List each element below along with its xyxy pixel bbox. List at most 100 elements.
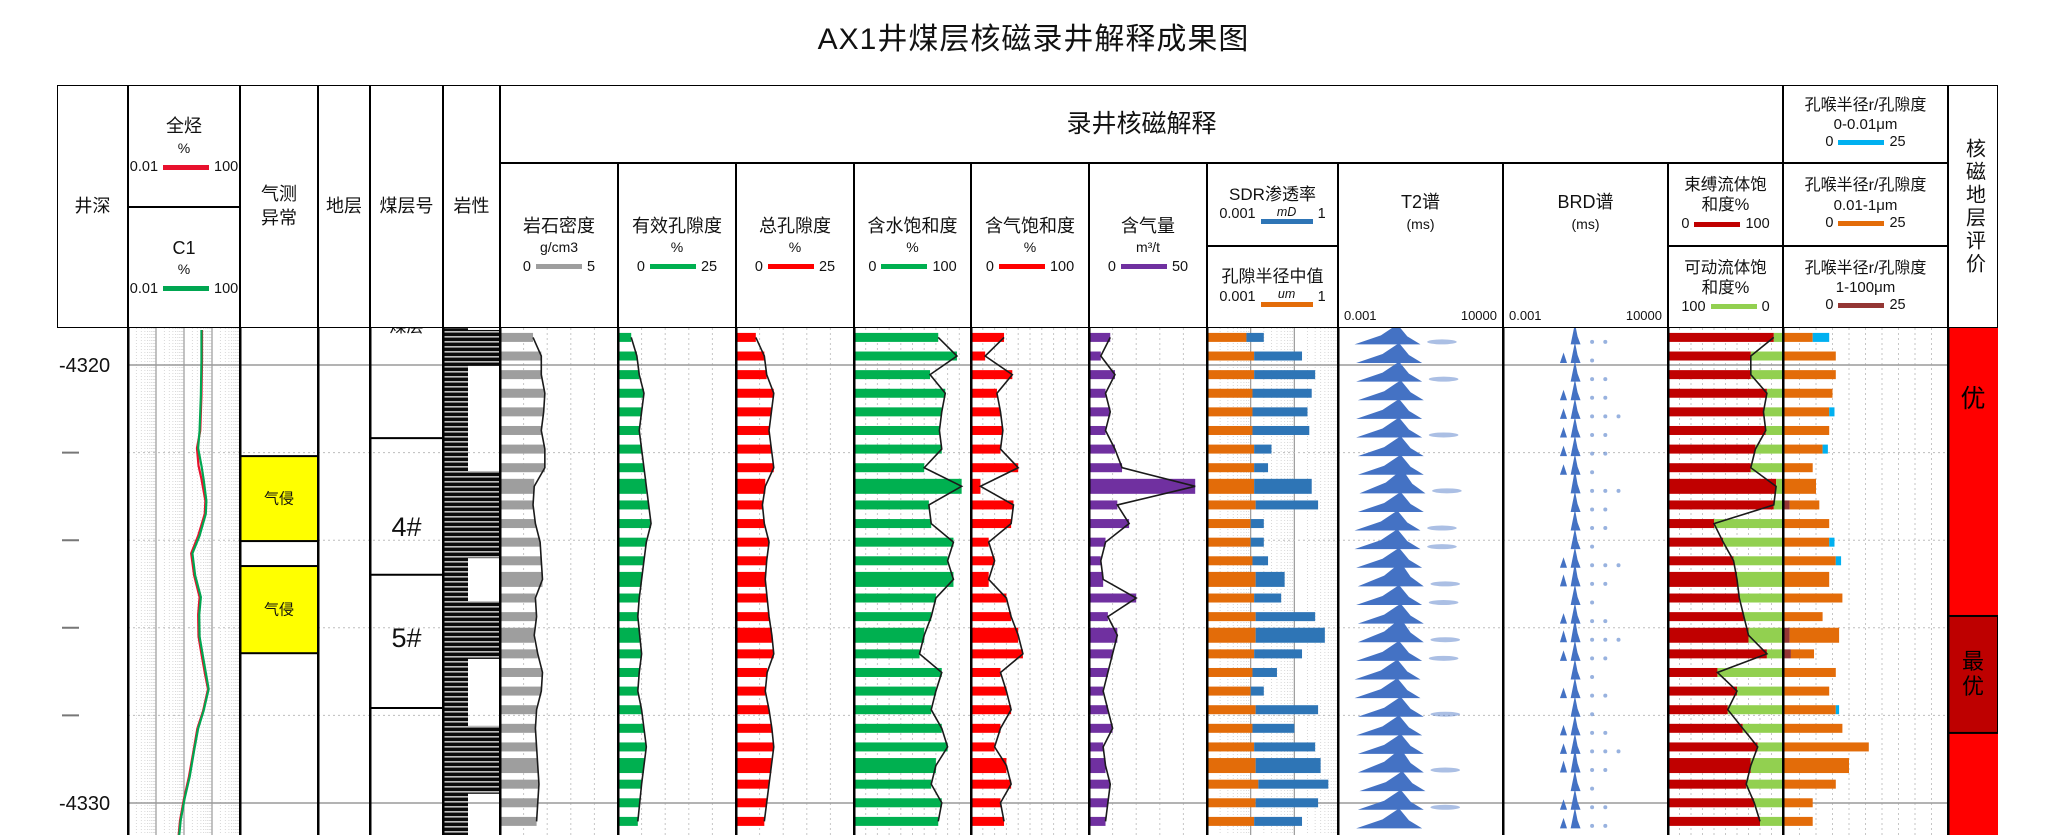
bound-fluid-bar <box>1668 798 1755 808</box>
movable-fluid-bar <box>1755 444 1783 454</box>
pore-throat-mid-bar <box>1789 500 1820 510</box>
brd-spectrum-dot <box>1603 526 1608 531</box>
pore-throat-small-legend-line <box>1838 140 1885 146</box>
lithology-coal-block <box>443 725 500 794</box>
gas-invasion-label: 气侵 <box>264 602 294 619</box>
pore-throat-small-bar <box>1829 537 1835 547</box>
density-bar <box>500 407 544 417</box>
pore-throat-mid-bar <box>1783 332 1813 342</box>
water-saturation-bar <box>854 649 920 659</box>
gas-content-bar <box>1089 758 1106 774</box>
brd-spectrum-dot <box>1590 563 1595 568</box>
brd-spectrum-pre-peak <box>1559 426 1568 438</box>
t2-spectrum-peak <box>1356 398 1423 419</box>
thc-unit: % <box>177 139 191 156</box>
median-radius-bar <box>1207 351 1255 361</box>
density-bar <box>500 463 545 473</box>
bound-fluid-legend-line <box>1694 221 1741 227</box>
evaluation-best-label: 最 <box>1962 649 1984 674</box>
bound-fluid-bar <box>1668 463 1751 473</box>
brd-spectrum-dot <box>1603 507 1608 512</box>
density-bar <box>500 332 534 342</box>
bound-fluid-bar <box>1668 388 1767 398</box>
brd-spectrum-dot <box>1590 488 1595 493</box>
sdr-permeability-bar <box>1255 612 1316 622</box>
evaluation-good-label: 优 <box>1960 385 1985 413</box>
total-porosity-bar <box>736 667 768 677</box>
pore-throat-mid-bar <box>1783 816 1813 826</box>
column-border <box>1782 328 1785 835</box>
sdr-permeability-bar <box>1254 444 1272 454</box>
pore-throat-mid-bar <box>1783 667 1836 677</box>
brd-spectrum-dot <box>1590 693 1595 698</box>
t2-spectrum-peak <box>1357 618 1424 643</box>
water-saturation-bar <box>854 798 942 808</box>
gas-saturation-bar <box>971 571 989 587</box>
brd-spectrum-peak <box>1570 379 1581 401</box>
density-bar <box>500 444 545 454</box>
brd-spectrum-dot <box>1590 805 1595 810</box>
column-border <box>1667 328 1670 835</box>
gas-content-bar <box>1089 370 1115 380</box>
effective-porosity-bar <box>618 444 642 454</box>
pore-throat-large-bar <box>1783 649 1791 659</box>
bound-fluid-bar <box>1668 627 1749 643</box>
effective-porosity-bar <box>618 593 640 603</box>
total-porosity-bar <box>736 723 772 733</box>
gas-saturation-bar <box>971 686 1007 696</box>
sdr-permeability-bar <box>1254 370 1316 380</box>
bound-fluid-bar <box>1668 425 1766 435</box>
movable-fluid-bar <box>1743 612 1783 622</box>
gas-saturation-bar <box>971 370 1013 380</box>
column-border <box>970 328 973 835</box>
density-bar <box>500 370 542 380</box>
t2-spectrum-tail <box>1430 767 1461 773</box>
header-depth: 井深 <box>57 85 128 328</box>
brd-spectrum-dot <box>1616 749 1621 754</box>
header-t2-spectrum: T2谱 (ms) 0.001 10000 <box>1338 163 1503 328</box>
median-radius-bar <box>1207 463 1255 473</box>
gas-saturation-bar <box>971 463 1019 473</box>
t2-scale: 0.001 10000 <box>1344 308 1497 324</box>
brd-spectrum-dot <box>1603 488 1608 493</box>
bound-fluid-bar <box>1668 612 1744 622</box>
brd-spectrum-pre-peak <box>1559 464 1568 475</box>
gas-content-bar <box>1089 667 1108 677</box>
effective-porosity-bar <box>618 742 647 752</box>
brd-spectrum-dot <box>1590 637 1595 642</box>
sdr-permeability-bar <box>1252 407 1308 417</box>
brd-spectrum-peak <box>1570 748 1581 773</box>
total-porosity-bar <box>736 593 768 603</box>
header-total-porosity: 总孔隙度 % 0 25 <box>736 163 854 328</box>
effective-porosity-bar <box>618 705 642 715</box>
median-radius-bar <box>1207 612 1256 622</box>
median-radius-bar <box>1207 519 1251 529</box>
thc-name: 全烃 <box>166 116 202 137</box>
bound-fluid-bar <box>1668 478 1777 494</box>
header-c1: C1 % 0.01 100 <box>128 207 240 328</box>
movable-fluid-bar <box>1750 463 1783 473</box>
total-porosity-bar <box>736 407 772 417</box>
median-radius-bar <box>1207 798 1256 808</box>
bound-fluid-bar <box>1668 705 1728 715</box>
median-radius-bar <box>1207 556 1253 566</box>
brd-spectrum-peak <box>1570 342 1581 364</box>
density-bar <box>500 556 542 566</box>
gas-content-bar <box>1089 593 1137 603</box>
pore-throat-small-bar <box>1822 444 1828 454</box>
density-bar <box>500 425 542 435</box>
t2-spectrum-tail <box>1428 655 1459 661</box>
effective-porosity-bar <box>618 667 640 677</box>
total-porosity-bar <box>736 798 767 808</box>
density-bar <box>500 667 543 677</box>
density-bar <box>500 705 537 715</box>
total-porosity-bar <box>736 351 765 361</box>
brd-spectrum-dot <box>1590 451 1595 456</box>
t2-spectrum-peak <box>1356 361 1423 382</box>
water-sat-legend-line <box>881 264 928 270</box>
water-saturation-bar <box>854 537 954 547</box>
movable-fluid-bar <box>1742 723 1783 733</box>
t2-spectrum-peak <box>1357 491 1424 512</box>
effective-porosity-bar <box>618 779 642 789</box>
total-porosity-bar <box>736 463 774 473</box>
